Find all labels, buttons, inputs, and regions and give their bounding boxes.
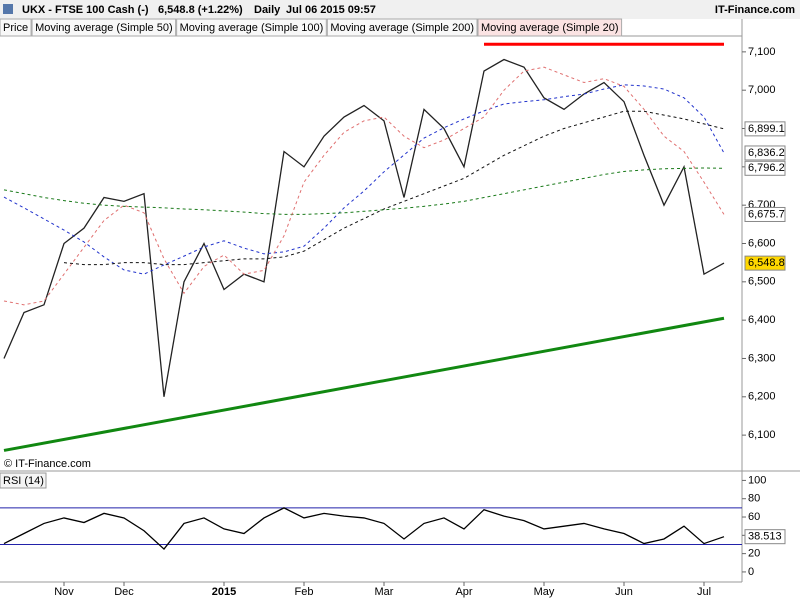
legend-box xyxy=(326,18,478,37)
last-value-box xyxy=(744,529,786,545)
x-tick-label: Jun xyxy=(615,586,633,598)
last-value-label: 6,675.7 xyxy=(748,208,785,220)
y-tick-label: 6,600 xyxy=(748,237,776,249)
y-tick-label: 7,000 xyxy=(748,84,776,96)
x-tick-label: Dec xyxy=(114,586,134,598)
x-tick-label: Mar xyxy=(375,586,394,598)
legend-label: Price xyxy=(3,22,28,34)
last-value-box xyxy=(744,255,786,271)
x-tick-label: Apr xyxy=(455,586,472,598)
last-value-label: 6,899.1 xyxy=(748,123,785,135)
x-tick-label: 2015 xyxy=(212,586,236,598)
y-tick-label: 6,300 xyxy=(748,352,776,364)
series-line xyxy=(3,507,725,551)
legend-label: Moving average (Simple 20) xyxy=(481,22,619,34)
series-line xyxy=(3,84,725,275)
x-tick-label: May xyxy=(534,586,555,598)
series-line xyxy=(3,66,725,306)
x-tick-label: Jul xyxy=(697,586,711,598)
y-tick-label: 20 xyxy=(748,548,760,560)
last-value-box xyxy=(744,206,786,222)
y-tick-label: 80 xyxy=(748,493,760,505)
y-tick-label: 100 xyxy=(748,474,766,486)
series-line xyxy=(3,167,725,215)
last-value-box xyxy=(744,160,786,176)
legend-box xyxy=(31,18,177,37)
x-tick-label: Feb xyxy=(295,586,314,598)
y-tick-label: 7,100 xyxy=(748,46,776,58)
legend-label: Moving average (Simple 50) xyxy=(35,22,173,34)
y-tick-label: 6,100 xyxy=(748,429,776,441)
last-value-box xyxy=(744,145,786,161)
header-icon xyxy=(3,4,13,14)
y-tick-label: 60 xyxy=(748,511,760,523)
timestamp: Jul 06 2015 09:57 xyxy=(286,4,376,16)
last-value-label: 6,548.8 xyxy=(748,257,785,269)
last-value-label: 6,796.2 xyxy=(748,162,785,174)
y-tick-label: 6,200 xyxy=(748,391,776,403)
legend-box xyxy=(0,18,32,37)
source: IT-Finance.com xyxy=(715,4,795,16)
trendline xyxy=(3,316,725,452)
chart-title: UKX - FTSE 100 Cash (-) xyxy=(22,4,149,16)
y-tick-label: 0 xyxy=(748,566,754,578)
header-bar xyxy=(0,0,800,19)
last-value-label: 38.513 xyxy=(748,531,782,543)
y-tick-label: 6,400 xyxy=(748,314,776,326)
series-line xyxy=(63,110,725,266)
last-price: 6,548.8 (+1.22%) xyxy=(158,4,243,16)
period: Daily xyxy=(254,4,281,16)
rsi-title: RSI (14) xyxy=(3,475,44,487)
legend-box xyxy=(176,18,327,37)
watermark: © IT-Finance.com xyxy=(4,458,91,470)
legend-label: Moving average (Simple 100) xyxy=(180,22,324,34)
last-value-box xyxy=(744,121,786,137)
y-tick-label: 6,500 xyxy=(748,276,776,288)
last-value-label: 6,836.2 xyxy=(748,147,785,159)
x-tick-label: Nov xyxy=(54,586,74,598)
rsi-label-box xyxy=(0,472,47,489)
legend-label: Moving average (Simple 200) xyxy=(330,22,474,34)
legend-box xyxy=(477,18,623,37)
series-line xyxy=(3,58,725,397)
